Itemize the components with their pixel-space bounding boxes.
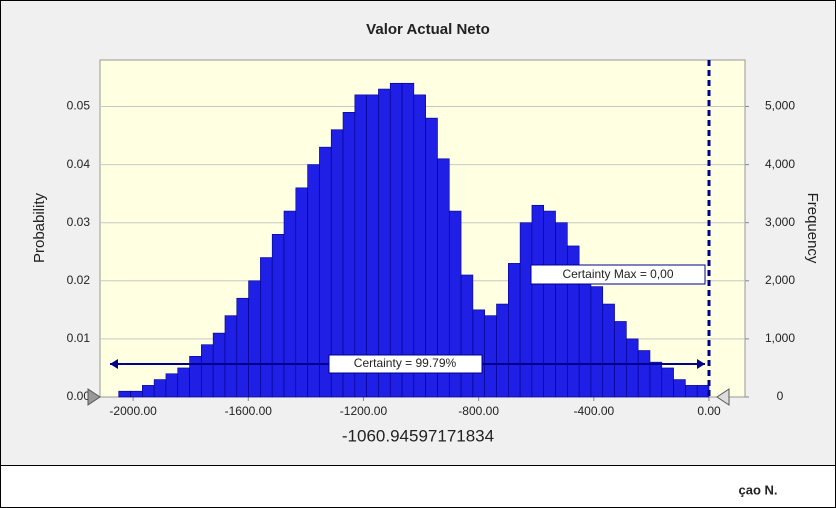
bar bbox=[626, 338, 639, 398]
footer-frame bbox=[0, 465, 836, 508]
bar bbox=[177, 367, 190, 398]
x-axis-label: -1060.94597171834 bbox=[342, 426, 494, 445]
bar bbox=[307, 164, 320, 398]
bar bbox=[519, 222, 533, 398]
bar bbox=[224, 315, 238, 398]
y-tick-label: 0.01 bbox=[67, 331, 91, 345]
bar bbox=[366, 94, 379, 398]
bar bbox=[614, 321, 627, 398]
annotation-box bbox=[328, 354, 483, 374]
y-tick-label: 0.05 bbox=[67, 99, 91, 113]
grabber bbox=[87, 388, 101, 406]
x-tick-label: -1600.00 bbox=[225, 404, 273, 418]
x-tick-label: -400.00 bbox=[573, 404, 614, 418]
bar bbox=[602, 303, 615, 398]
y2-tick-label: 4,000 bbox=[765, 157, 795, 171]
y2-axis-label: Frequency bbox=[804, 193, 821, 264]
annotation: Certainty = 99.79% bbox=[354, 356, 457, 370]
y2-tick-label: 3,000 bbox=[765, 215, 795, 229]
bar bbox=[118, 390, 131, 398]
bar bbox=[696, 385, 710, 398]
bar bbox=[260, 257, 273, 398]
bar bbox=[212, 332, 226, 398]
bar bbox=[130, 390, 143, 398]
y2-tick-label: 1,000 bbox=[765, 331, 795, 345]
y-tick-label: 0.02 bbox=[67, 273, 91, 287]
chart-title: Valor Actual Neto bbox=[366, 21, 490, 38]
y-axis-label: Probability bbox=[31, 192, 48, 263]
y2-tick-label: 0 bbox=[777, 389, 784, 403]
bar bbox=[389, 82, 403, 398]
y2-tick-label: 5,000 bbox=[765, 99, 795, 113]
x-tick-label: 0.00 bbox=[697, 404, 721, 418]
y-tick-label: 0.00 bbox=[67, 389, 91, 403]
bar bbox=[378, 88, 391, 398]
bar bbox=[590, 286, 604, 398]
arrow-head bbox=[110, 359, 118, 369]
bar bbox=[295, 187, 308, 398]
bar bbox=[189, 356, 202, 398]
bar bbox=[236, 297, 249, 398]
bar bbox=[531, 204, 545, 398]
bar bbox=[165, 373, 179, 398]
y-tick-label: 0.03 bbox=[67, 215, 91, 229]
bar bbox=[342, 111, 356, 398]
bar bbox=[637, 350, 651, 398]
bar bbox=[153, 379, 167, 398]
bar bbox=[508, 263, 521, 398]
bar bbox=[543, 210, 556, 398]
bar bbox=[649, 361, 663, 398]
bar bbox=[201, 344, 214, 398]
bar bbox=[673, 379, 686, 398]
bar bbox=[142, 385, 155, 398]
bar bbox=[496, 303, 509, 398]
y2-tick-label: 2,000 bbox=[765, 273, 795, 287]
bar bbox=[413, 94, 426, 398]
bar bbox=[283, 210, 297, 398]
bar bbox=[460, 274, 474, 398]
annotation-box bbox=[530, 264, 706, 285]
bar bbox=[248, 280, 261, 398]
x-tick-label: -2000.00 bbox=[109, 404, 157, 418]
bar bbox=[685, 385, 698, 398]
bar bbox=[661, 367, 674, 398]
bar bbox=[271, 234, 285, 398]
y-tick-label: 0.04 bbox=[67, 157, 91, 171]
x-tick-label: -800.00 bbox=[458, 404, 499, 418]
bar bbox=[578, 268, 592, 398]
bar bbox=[555, 222, 568, 398]
x-tick-label: -1200.00 bbox=[340, 404, 388, 418]
bar bbox=[401, 82, 415, 398]
footer-text: çao N. bbox=[738, 482, 777, 497]
grabber bbox=[716, 388, 730, 406]
annotation: Certainty Max = 0,00 bbox=[562, 267, 673, 281]
bar bbox=[472, 309, 485, 398]
bar bbox=[484, 315, 497, 398]
bar bbox=[354, 94, 367, 398]
arrow-head bbox=[697, 359, 706, 369]
